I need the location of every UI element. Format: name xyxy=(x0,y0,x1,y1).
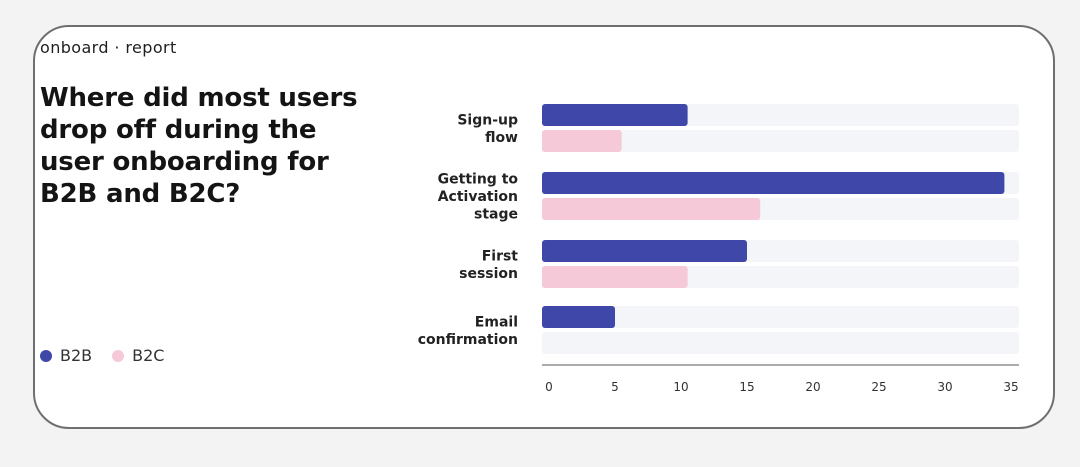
legend-swatch-b2c xyxy=(112,349,125,362)
legend-item-b2b: B2B xyxy=(40,346,92,365)
bar-track xyxy=(542,332,1019,354)
report-card xyxy=(33,25,1055,429)
legend-label-b2b: B2B xyxy=(60,346,93,365)
x-tick-label: 20 xyxy=(805,380,820,394)
x-tick-label: 25 xyxy=(871,380,886,394)
chart-title: Where did most users drop off during the… xyxy=(40,83,358,209)
category-label: Sign-up flow xyxy=(457,112,518,146)
bar-b2c-1 xyxy=(542,198,761,220)
legend-item-b2c: B2C xyxy=(112,346,164,365)
x-tick-label: 30 xyxy=(937,380,952,394)
x-tick-label: 35 xyxy=(1003,380,1018,394)
x-tick-label: 0 xyxy=(545,380,553,394)
bar-b2b-1 xyxy=(542,172,1005,194)
category-label: First session xyxy=(459,248,518,282)
x-tick-label: 10 xyxy=(673,380,688,394)
category-label: Email confirmation xyxy=(418,314,518,348)
brand-label: onboard · report xyxy=(40,38,177,57)
category-label: Getting to Activation stage xyxy=(438,172,519,223)
bar-track xyxy=(542,130,1019,152)
legend-label-b2c: B2C xyxy=(132,346,165,365)
bar-b2c-2 xyxy=(542,266,688,288)
legend-swatch-b2b xyxy=(40,349,52,362)
bar-track xyxy=(542,306,1019,328)
bar-b2b-2 xyxy=(542,240,747,262)
x-tick-label: 5 xyxy=(611,380,619,394)
legend: B2B B2C xyxy=(40,346,184,365)
bar-b2b-0 xyxy=(542,104,688,126)
bar-b2b-3 xyxy=(542,306,615,328)
x-tick-label: 15 xyxy=(739,380,754,394)
bar-b2c-0 xyxy=(542,130,622,152)
